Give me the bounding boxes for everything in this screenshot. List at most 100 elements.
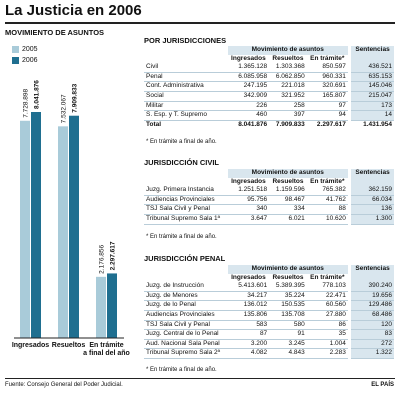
cell-value: 91 [269, 329, 307, 340]
bar-2006-1 [69, 115, 79, 339]
title-rule [5, 22, 395, 24]
column-header: Ingresados [227, 54, 270, 64]
gap [347, 177, 352, 187]
bar-label-2005-1: 7.532.067 [61, 94, 68, 123]
table-title-0: POR JURISDICCIONES [144, 36, 227, 45]
chart-legend: 2005 2006 [12, 44, 38, 66]
table-note-2: * En trámite a final de año. [146, 367, 217, 373]
column-header: En trámite* [306, 273, 348, 283]
cell-value: 86 [306, 320, 348, 331]
table-row: Juzg. Central de lo Penal 87 91 35 83 [144, 329, 394, 340]
row-label: Juzg. de Menores [144, 291, 228, 302]
legend-label-2005: 2005 [22, 46, 38, 53]
cell-value: 334 [269, 204, 307, 215]
gap [347, 348, 352, 359]
cell-value: 135.708 [269, 310, 307, 321]
cell-value: 778.103 [306, 282, 348, 292]
gap [347, 169, 352, 178]
cell-value: 87 [227, 329, 270, 340]
column-header: En trámite* [306, 177, 348, 187]
chart-title: MOVIMIENTO DE ASUNTOS [5, 28, 105, 37]
bar-label-2006-0: 8.041.876 [34, 80, 41, 109]
table-row: Audiencias Provinciales 95.756 98.467 41.76… [144, 195, 394, 206]
gap [347, 195, 352, 205]
cell-sentencias: 83 [351, 329, 394, 340]
cell-value: 165.807 [306, 91, 348, 102]
category-label-2: En trámite [89, 342, 123, 349]
cell-value: 98.467 [269, 195, 307, 206]
cell-value: 2.283 [306, 348, 348, 359]
gap [347, 63, 352, 73]
total-label: Total [144, 119, 228, 130]
cell-value: 4.843 [269, 348, 307, 359]
cell-sentencias: 173 [351, 101, 394, 112]
gap [347, 214, 352, 225]
row-label: S. Esp. y T. Supremo [144, 110, 228, 121]
gap [347, 291, 352, 301]
cell-sentencias: 68.486 [351, 310, 394, 321]
group-header: Movimiento de asuntos [227, 46, 348, 55]
gap [347, 329, 352, 340]
table-row: S. Esp. y T. Supremo 460 397 94 14 [144, 110, 394, 121]
cell-value: 6.085.958 [227, 72, 270, 83]
bar-2005-2 [96, 276, 106, 338]
data-table-2: Movimiento de asuntos Sentencias Ingresado… [144, 265, 394, 359]
header-blank [144, 46, 228, 55]
row-label: TSJ Sala Civil y Penal [144, 320, 228, 331]
source-note: Fuente: Consejo General del Poder Judici… [5, 382, 123, 388]
table-title-1: JURISDICCIÓN CIVIL [144, 158, 220, 167]
cell-sentencias: 436.521 [351, 63, 394, 73]
gap [347, 110, 352, 121]
column-header: Resueltos [269, 273, 307, 283]
cell-sentencias: 362.159 [351, 186, 394, 196]
table-row: Tribunal Supremo Sala 1ª 3.647 6.021 10.620… [144, 214, 394, 225]
gap [347, 81, 352, 92]
cell-sentencias: 390.240 [351, 282, 394, 292]
cell-value: 397 [269, 110, 307, 121]
cell-sentencias: 145.046 [351, 81, 394, 92]
cell-value: 27.880 [306, 310, 348, 321]
cell-value: 342.909 [227, 91, 270, 102]
table-row: Juzg. de Menores 34.217 35.224 22.471 19.656 [144, 291, 394, 302]
bar-label-2005-0: 7.728.898 [23, 88, 30, 117]
total-sentencias: 1.431.954 [351, 119, 394, 130]
table-note-0: * En trámite a final de año. [146, 139, 217, 145]
table-row: Penal 6.085.958 6.062.850 960.331 635.153 [144, 72, 394, 83]
gap [347, 46, 352, 55]
cell-value: 247.195 [227, 81, 270, 92]
bar-label-2006-1: 7.909.833 [72, 83, 79, 112]
row-label: Tribunal Supremo Sala 2ª [144, 348, 228, 359]
cell-value: 320.691 [306, 81, 348, 92]
header-blank [144, 169, 228, 178]
cell-value: 5.413.601 [227, 282, 270, 292]
table-row: Juzg. de Instrucción 5.413.601 5.389.395 77… [144, 282, 394, 292]
column-header: Resueltos [269, 54, 307, 64]
cell-value: 583 [227, 320, 270, 331]
category-label-1: Resueltos [52, 342, 86, 349]
header-blank [351, 273, 394, 283]
row-label: Civil [144, 63, 228, 73]
cell-value: 5.389.395 [269, 282, 307, 292]
cell-sentencias: 66.034 [351, 195, 394, 206]
group-header: Movimiento de asuntos [227, 265, 348, 274]
gap [347, 320, 352, 330]
row-label: Juzg. Central de lo Penal [144, 329, 228, 340]
row-label: Audiencias Provinciales [144, 310, 228, 321]
cell-sentencias: 635.153 [351, 72, 394, 83]
cell-sentencias: 120 [351, 320, 394, 331]
gap [347, 101, 352, 111]
table-row: Cont. Administrativa 247.195 221.018 320.69… [144, 81, 394, 92]
total-value: 8.041.876 [227, 119, 270, 130]
cell-value: 3.245 [269, 339, 307, 350]
table-row: TSJ Sala Civil y Penal 583 580 86 120 [144, 320, 394, 331]
cell-value: 1.303.368 [269, 63, 307, 73]
cell-value: 88 [306, 204, 348, 215]
gap [347, 273, 352, 283]
cell-value: 6.021 [269, 214, 307, 225]
category-label-0: Ingresados [12, 342, 49, 349]
cell-value: 765.382 [306, 186, 348, 196]
column-header: Resueltos [269, 177, 307, 187]
table-title-2: JURISDICCIÓN PENAL [144, 254, 226, 263]
table-row: Tribunal Supremo Sala 2ª 4.082 4.843 2.283 1… [144, 348, 394, 359]
cell-value: 460 [227, 110, 270, 121]
